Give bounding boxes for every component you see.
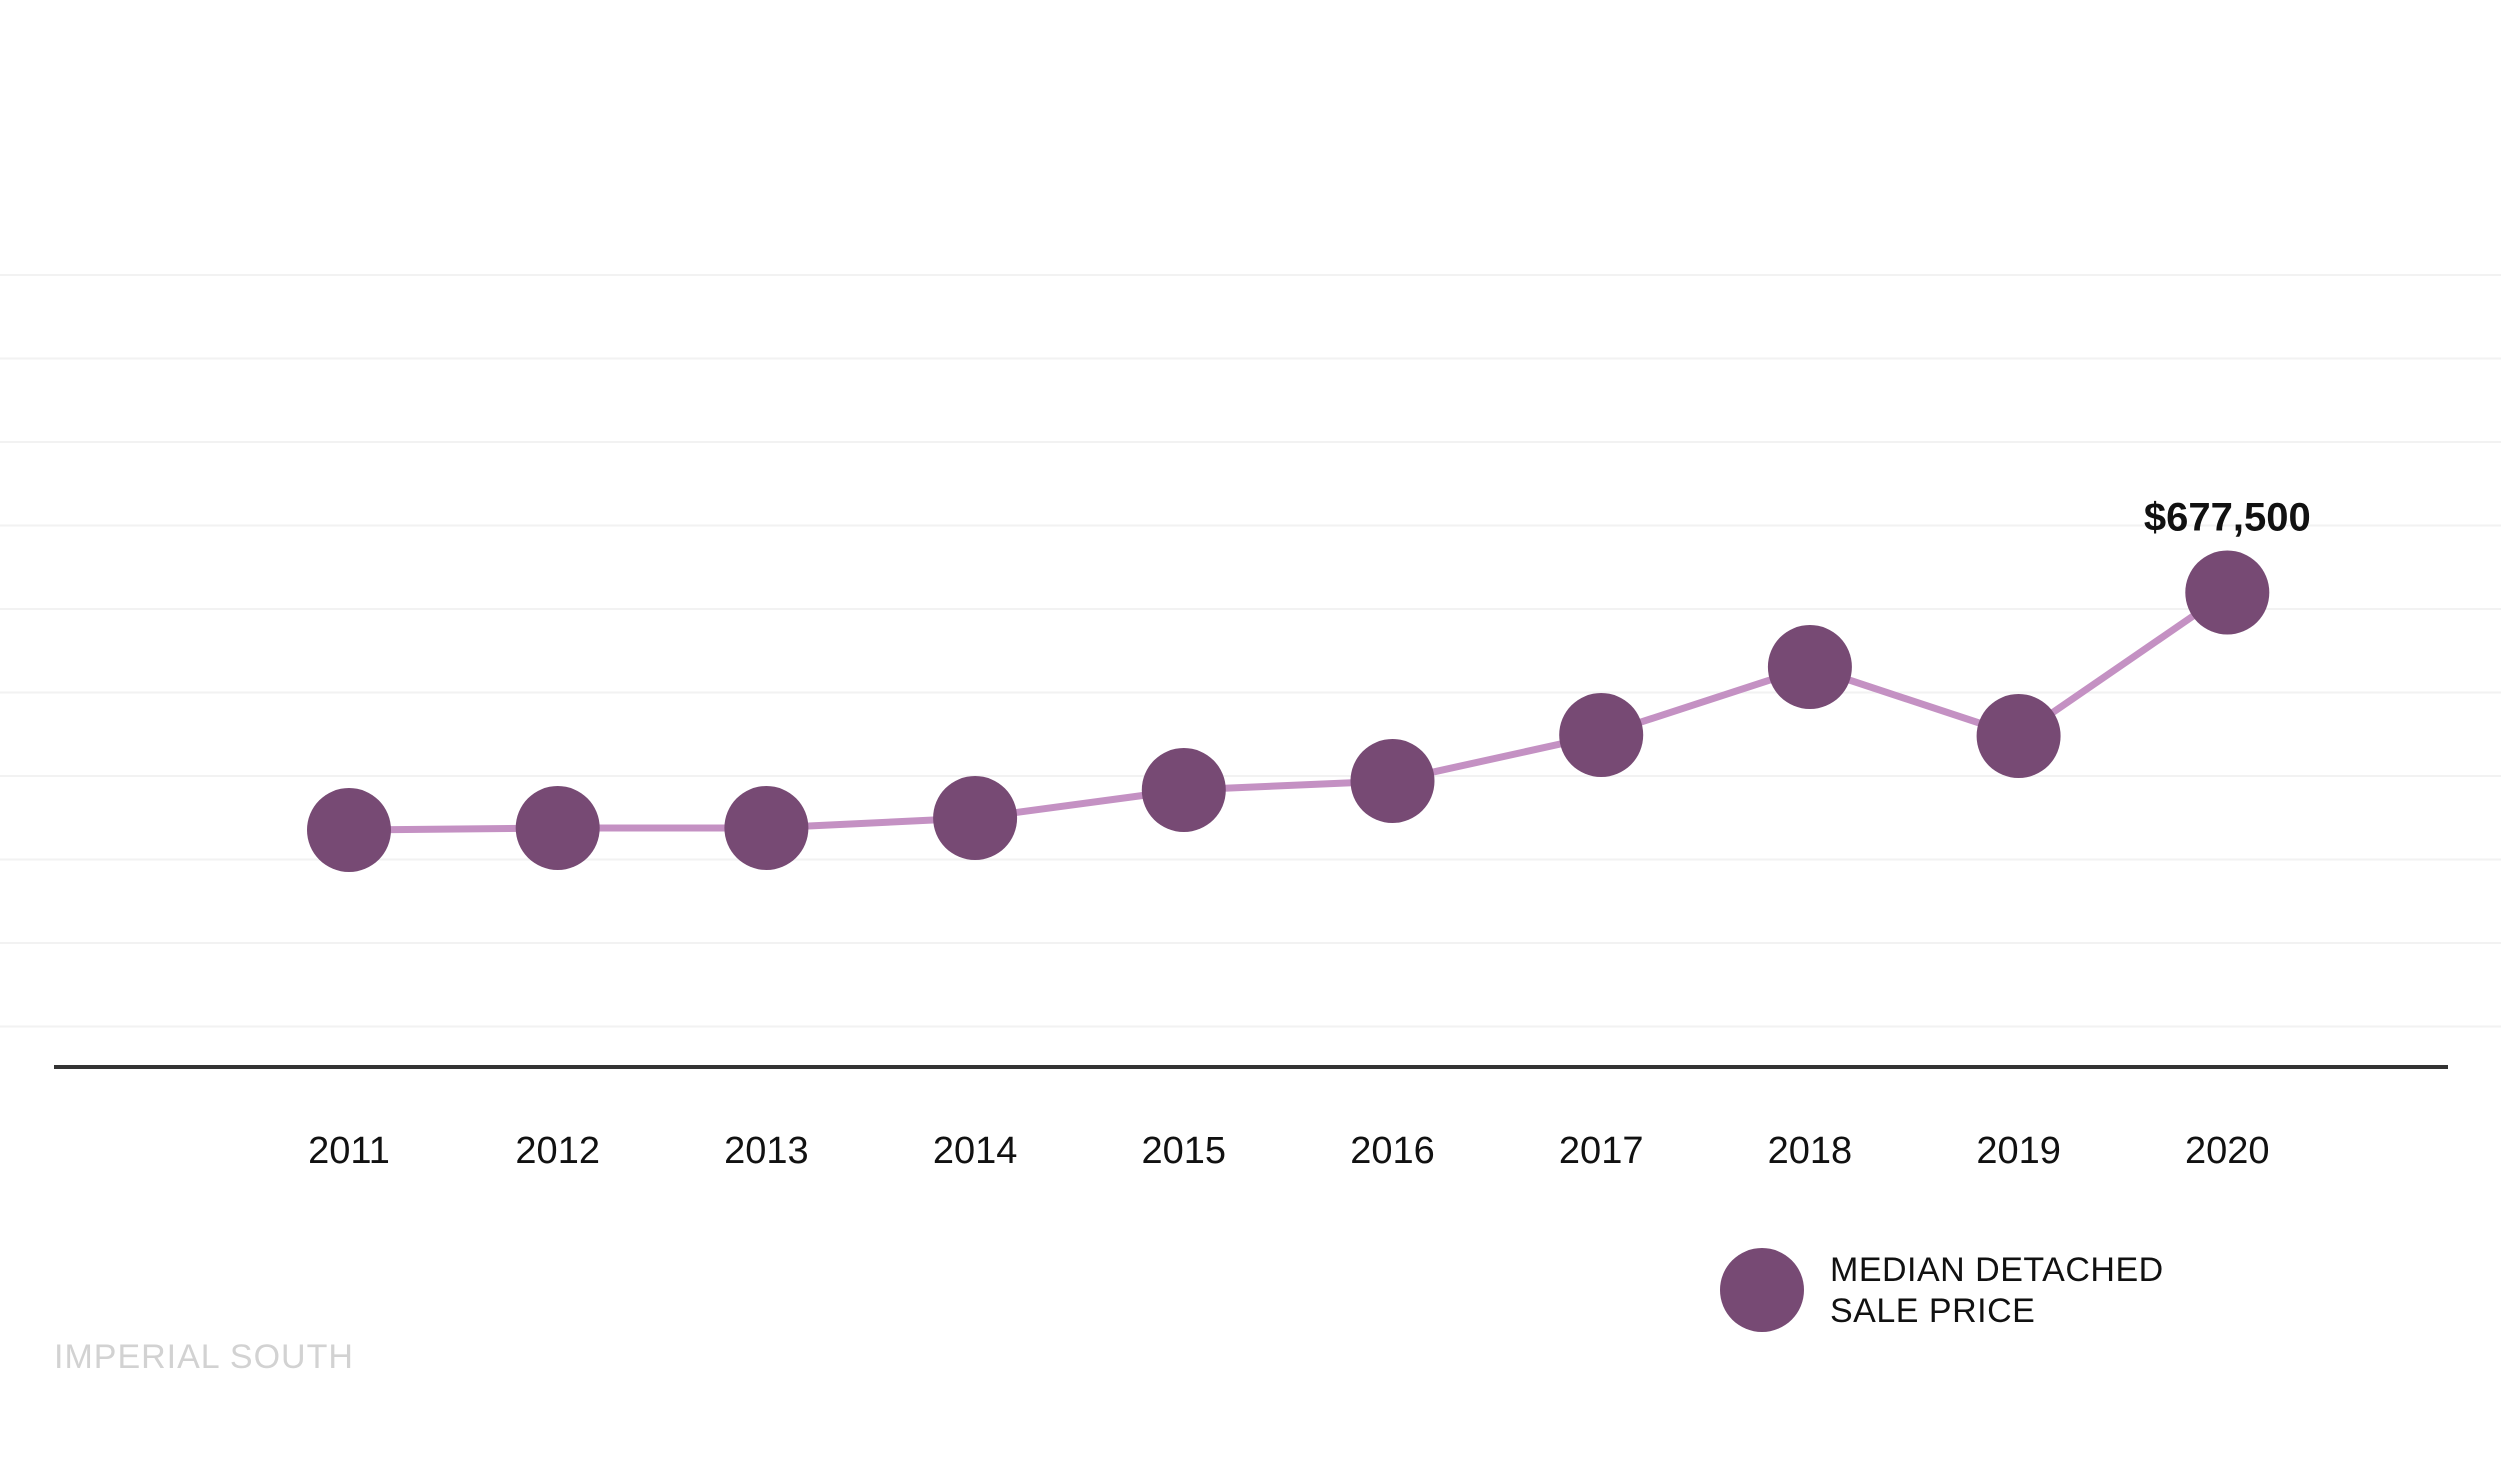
x-tick-label: 2020 [2185, 1130, 2270, 1172]
legend-label-line-2: SALE PRICE [1830, 1292, 2036, 1330]
data-point-2014[interactable] [933, 776, 1018, 860]
data-point-2013[interactable] [724, 786, 809, 870]
data-point-2015[interactable] [1141, 748, 1226, 832]
x-tick-labels: 2011 2012 2013 2014 2015 2016 2017 2018 2019 2020 [308, 1130, 2269, 1172]
data-point-2016[interactable] [1350, 739, 1435, 823]
legend-marker-icon [1720, 1248, 1804, 1332]
legend-label-line-1: MEDIAN DETACHED [1830, 1251, 2164, 1289]
data-label-2020: $677,500 [2144, 496, 2311, 540]
gridlines [0, 274, 2501, 1028]
x-tick-label: 2014 [933, 1130, 1018, 1172]
data-point-2020[interactable] [2185, 550, 2270, 635]
data-point-2017[interactable] [1559, 693, 1644, 777]
x-tick-label: 2019 [1976, 1130, 2061, 1172]
x-tick-label: 2015 [1142, 1130, 1227, 1172]
data-point-2018[interactable] [1767, 625, 1852, 709]
x-tick-label: 2011 [308, 1130, 390, 1172]
series-line-group [348, 589, 2230, 834]
data-labels: $677,500 [2144, 496, 2311, 540]
x-tick-label: 2017 [1559, 1130, 1644, 1172]
x-tick-label: 2018 [1768, 1130, 1853, 1172]
x-tick-label: 2013 [724, 1130, 809, 1172]
series-line [348, 589, 2230, 834]
data-points [307, 550, 2270, 872]
data-point-2012[interactable] [515, 786, 600, 870]
source-label: IMPERIAL SOUTH [54, 1338, 354, 1376]
data-point-2019[interactable] [1976, 694, 2061, 778]
x-tick-label: 2016 [1350, 1130, 1435, 1172]
legend-label: MEDIAN DETACHED SALE PRICE [1830, 1250, 2164, 1332]
data-point-2011[interactable] [307, 788, 391, 872]
x-tick-label: 2012 [515, 1130, 600, 1172]
